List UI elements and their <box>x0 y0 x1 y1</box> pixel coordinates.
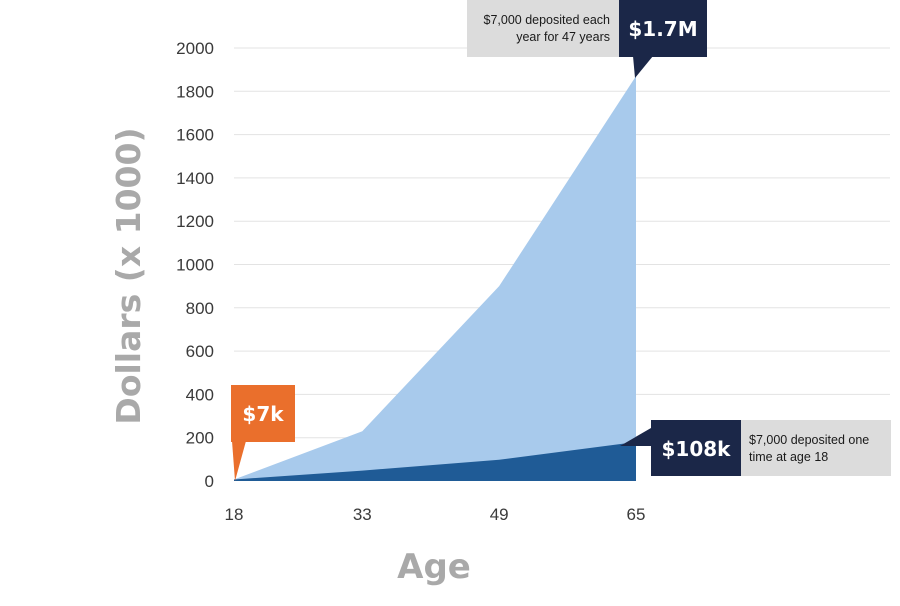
callout-7k-box <box>231 385 295 442</box>
series-areas <box>234 76 636 482</box>
callout-1-7m: $7,000 deposited each year for 47 years … <box>467 0 707 78</box>
callout-108k-box <box>651 420 741 476</box>
callout-108k-value: $108k <box>662 437 732 461</box>
y-tick-label: 2000 <box>176 39 214 58</box>
callout-108k-pointer <box>620 428 651 446</box>
series-area-one-time-deposit <box>234 442 636 481</box>
y-tick-label: 1000 <box>176 256 214 275</box>
y-axis-title: Dollars (x 1000) <box>109 127 148 424</box>
y-tick-label: 1200 <box>176 212 214 231</box>
callout-7k-pointer <box>232 441 246 481</box>
x-tick-label: 49 <box>490 505 509 524</box>
y-tick-label: 600 <box>186 342 214 361</box>
series-area-annual-deposits <box>234 76 636 482</box>
callout-1-7m-box <box>619 0 707 57</box>
callout-108k-note-line2: time at age 18 <box>749 450 828 464</box>
callout-1-7m-note-box <box>467 0 619 57</box>
x-tick-label: 65 <box>627 505 646 524</box>
callout-1-7m-pointer <box>633 56 653 78</box>
x-tick-labels: 18 33 49 65 <box>225 505 646 524</box>
callout-7k-value: $7k <box>242 402 284 426</box>
callout-1-7m-note-line1: $7,000 deposited each <box>484 13 611 27</box>
callout-1-7m-note-line2: year for 47 years <box>516 30 610 44</box>
y-tick-label: 800 <box>186 299 214 318</box>
callout-108k: $108k $7,000 deposited one time at age 1… <box>620 420 891 476</box>
x-axis-title: Age <box>397 547 471 587</box>
callout-1-7m-value: $1.7M <box>628 17 697 41</box>
y-tick-labels: 0 200 400 600 800 1000 1200 1400 1600 1800 2000 <box>176 39 214 491</box>
x-tick-label: 33 <box>353 505 372 524</box>
y-tick-label: 1400 <box>176 169 214 188</box>
callout-7k: $7k <box>231 385 295 481</box>
y-tick-label: 400 <box>186 385 214 404</box>
y-tick-label: 200 <box>186 429 214 448</box>
y-tick-label: 1800 <box>176 82 214 101</box>
callout-108k-note-box <box>741 420 891 476</box>
callout-108k-note-line1: $7,000 deposited one <box>749 433 869 447</box>
x-tick-label: 18 <box>225 505 244 524</box>
y-tick-label: 0 <box>205 472 214 491</box>
y-tick-label: 1600 <box>176 126 214 145</box>
